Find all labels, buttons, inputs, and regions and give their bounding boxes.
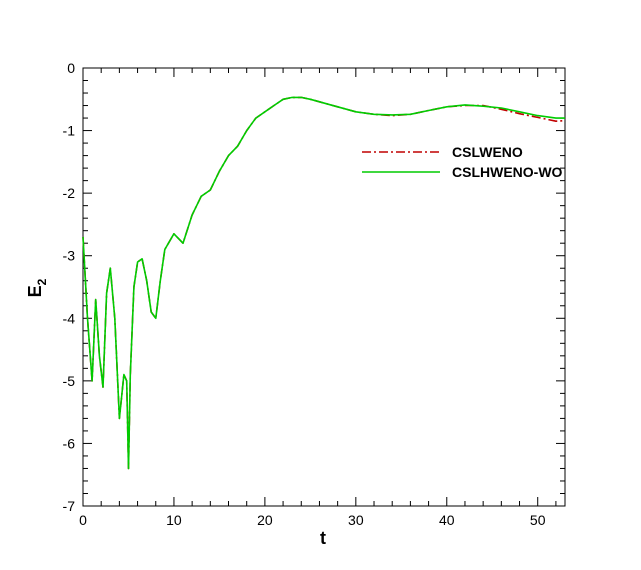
x-axis-title: t <box>320 528 326 548</box>
legend-label-cslhweno-wo: CSLHWENO-WO <box>452 164 563 180</box>
y-axis-title: E2 <box>25 278 49 297</box>
x-tick-label: 30 <box>348 512 364 528</box>
y-axis-title-subscript: 2 <box>35 278 49 285</box>
x-tick-label: 10 <box>166 512 182 528</box>
y-axis-title-main: E <box>25 285 45 297</box>
y-axis: 0 -1 -2 -3 -4 -5 -6 -7 <box>63 60 565 514</box>
x-tick-label: 0 <box>79 512 87 528</box>
x-tick-label: 40 <box>439 512 455 528</box>
series-line-cslhweno-wo <box>82 96 565 470</box>
y-tick-label: -3 <box>63 248 76 264</box>
y-tick-label: 0 <box>67 60 75 76</box>
svg-text:E2: E2 <box>25 278 49 297</box>
plot-frame <box>82 67 566 507</box>
y-tick-label: -6 <box>63 435 76 451</box>
y-tick-label: -2 <box>63 185 76 201</box>
series-layer <box>82 96 566 470</box>
x-axis: 0 10 20 30 40 50 <box>79 68 557 528</box>
legend-label-cslweno: CSLWENO <box>452 144 523 160</box>
y-tick-label: -5 <box>63 373 76 389</box>
y-tick-label: -7 <box>63 498 76 514</box>
x-tick-label: 20 <box>257 512 273 528</box>
y-tick-label: -4 <box>63 310 76 326</box>
legend: CSLWENO CSLHWENO-WO <box>362 144 563 180</box>
x-tick-label: 50 <box>530 512 546 528</box>
y-tick-label: -1 <box>63 123 76 139</box>
